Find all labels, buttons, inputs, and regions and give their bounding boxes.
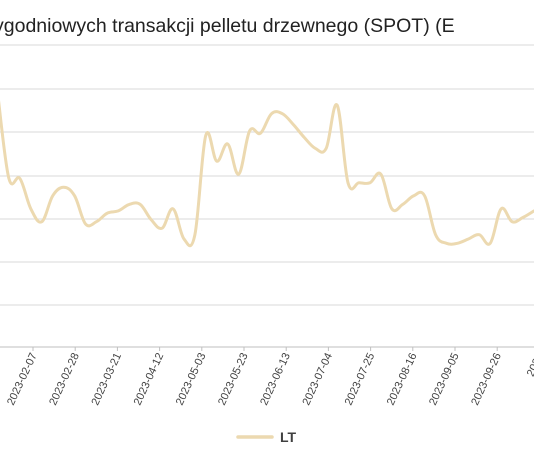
x-tick-labels: 2023-02-07 2023-02-28 2023-03-21 2023-04-12…	[5, 347, 534, 407]
x-tick-label: 2023-03-21	[89, 351, 124, 407]
x-tick-label: 2023-04-12	[132, 351, 167, 407]
x-tick-label: 2023	[525, 351, 534, 378]
x-tick-label: 2023-09-05	[427, 351, 462, 407]
x-tick-label: 2023-07-04	[300, 351, 335, 407]
x-tick-label: 2023-02-07	[5, 351, 40, 407]
x-tick-label: 2023-05-23	[216, 351, 251, 407]
chart-title: ygodniowych transakcji pelletu drzewnego…	[0, 15, 455, 37]
series-layer	[0, 100, 534, 248]
series-line-lt	[0, 100, 534, 248]
legend: LT	[236, 429, 297, 445]
gridlines	[0, 44, 534, 306]
x-tick-label: 2023-07-25	[343, 351, 378, 407]
x-tick-label: 2023-08-16	[385, 351, 420, 407]
x-tick-label: 2023-06-13	[258, 351, 293, 407]
x-tick-label: 2023-02-28	[47, 351, 82, 407]
x-tick-label: 2023-05-03	[174, 351, 209, 407]
legend-label-lt: LT	[280, 429, 297, 445]
x-tick-label: 2023-09-26	[469, 351, 504, 407]
